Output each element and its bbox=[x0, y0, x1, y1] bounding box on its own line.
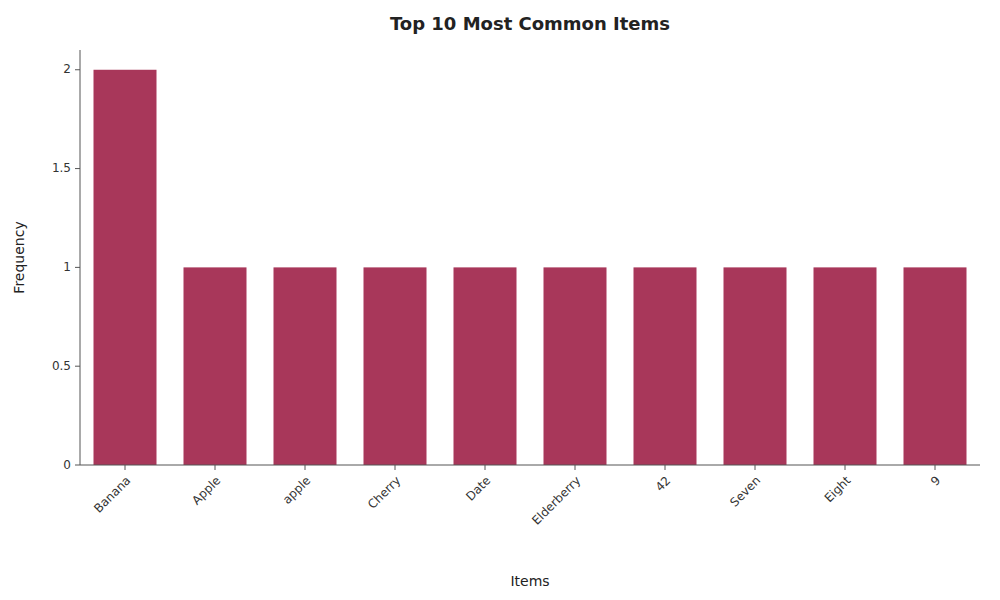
bar bbox=[724, 267, 787, 465]
bar bbox=[274, 267, 337, 465]
chart-title: Top 10 Most Common Items bbox=[390, 13, 670, 34]
y-tick-label: 1 bbox=[63, 260, 71, 274]
bars bbox=[94, 70, 967, 465]
x-tick-label: Date bbox=[463, 473, 493, 503]
bar bbox=[904, 267, 967, 465]
x-tick-label: 9 bbox=[928, 473, 943, 488]
y-axis-line bbox=[80, 50, 81, 465]
x-tick bbox=[665, 465, 666, 470]
bar bbox=[634, 267, 697, 465]
x-tick-label: Cherry bbox=[365, 473, 403, 511]
x-tick bbox=[755, 465, 756, 470]
x-tick bbox=[935, 465, 936, 470]
x-tick bbox=[485, 465, 486, 470]
y-tick bbox=[75, 366, 80, 367]
x-tick-label: Elderberry bbox=[529, 473, 583, 527]
bar bbox=[94, 70, 157, 465]
bar bbox=[814, 267, 877, 465]
chart-svg: 0 0.5 1 1.5 2 Banana Apple apple Cherry Date Elder… bbox=[0, 0, 1000, 600]
y-tick-label: 0.5 bbox=[52, 359, 71, 373]
y-tick-label: 2 bbox=[63, 62, 71, 76]
y-tick bbox=[75, 168, 80, 169]
x-tick bbox=[215, 465, 216, 470]
x-tick bbox=[575, 465, 576, 470]
chart-container: 0 0.5 1 1.5 2 Banana Apple apple Cherry Date Elder… bbox=[0, 0, 1000, 600]
bar bbox=[454, 267, 517, 465]
y-axis-label: Frequency bbox=[11, 221, 27, 293]
y-tick bbox=[75, 69, 80, 70]
x-tick-label: apple bbox=[280, 473, 313, 506]
x-tick bbox=[305, 465, 306, 470]
bar bbox=[184, 267, 247, 465]
x-axis-label: Items bbox=[510, 573, 549, 589]
bar bbox=[364, 267, 427, 465]
x-tick-label: Apple bbox=[189, 473, 223, 507]
x-tick-label: 42 bbox=[653, 473, 674, 494]
x-tick bbox=[125, 465, 126, 470]
x-tick-label: Seven bbox=[727, 473, 763, 509]
x-tick-label: Banana bbox=[91, 473, 133, 515]
x-tick bbox=[395, 465, 396, 470]
y-tick-label: 0 bbox=[63, 458, 71, 472]
y-tick bbox=[75, 465, 80, 466]
x-tick-label: Eight bbox=[822, 473, 854, 505]
y-tick bbox=[75, 267, 80, 268]
bar bbox=[544, 267, 607, 465]
y-tick-label: 1.5 bbox=[52, 161, 71, 175]
x-tick bbox=[845, 465, 846, 470]
